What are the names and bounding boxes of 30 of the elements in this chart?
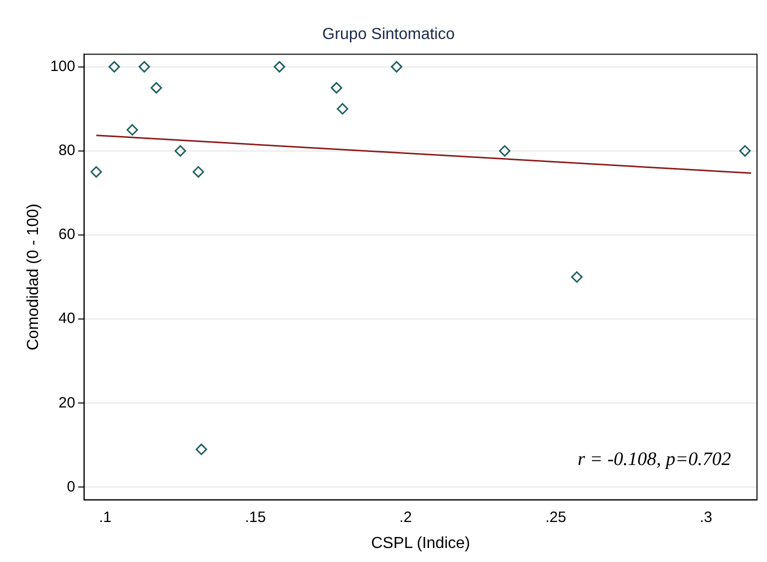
point	[90, 166, 102, 178]
point	[174, 145, 186, 157]
point	[498, 145, 510, 157]
chart-title: Grupo Sintomatico	[322, 26, 455, 44]
x-tick-label: .15	[244, 508, 266, 526]
x-tick-label: .1	[98, 508, 112, 526]
y-axis-title: Comodidad (0 - 100)	[25, 204, 42, 350]
point	[126, 124, 138, 136]
point	[138, 61, 150, 73]
x-tick-label: .2	[399, 508, 412, 526]
point	[274, 61, 286, 73]
x-tick-label: .3	[700, 508, 712, 526]
point	[150, 82, 162, 94]
point	[108, 61, 120, 73]
annotation: r = -0.108, p=0.702	[578, 448, 732, 470]
point	[739, 145, 751, 157]
y-tick-label: 60	[58, 226, 76, 244]
point	[196, 444, 208, 456]
y-tick-label: 80	[58, 142, 76, 160]
point	[336, 103, 348, 115]
point	[390, 61, 402, 73]
y-tick-label: 100	[50, 58, 76, 75]
point	[192, 166, 204, 178]
y-tick-label: 40	[58, 310, 76, 328]
point	[571, 271, 583, 283]
point	[330, 82, 342, 94]
x-axis-title: CSPL (Indice)	[371, 534, 470, 552]
y-tick-label: 20	[58, 394, 76, 412]
x-tick-label: .25	[545, 508, 566, 526]
y-tick-label: 0	[66, 478, 76, 496]
